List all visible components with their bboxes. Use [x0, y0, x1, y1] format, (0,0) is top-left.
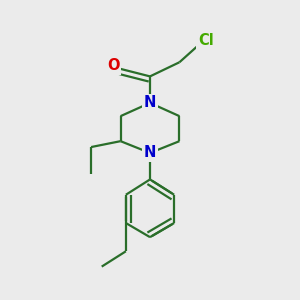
Text: N: N	[144, 95, 156, 110]
Text: N: N	[144, 146, 156, 160]
Text: Cl: Cl	[198, 33, 214, 48]
Text: O: O	[107, 58, 119, 73]
